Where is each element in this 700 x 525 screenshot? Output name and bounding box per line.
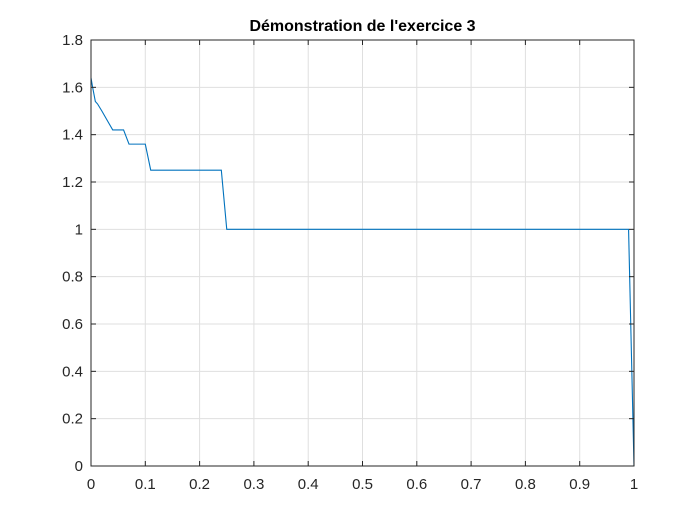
y-tick-label: 1.2 <box>62 174 83 191</box>
y-tick-label: 1.6 <box>62 79 83 96</box>
x-tick-label: 0.7 <box>461 476 482 493</box>
x-tick-label: 0.1 <box>135 476 156 493</box>
y-tick-label: 0 <box>75 458 83 475</box>
x-tick-label: 0.2 <box>189 476 210 493</box>
ticks <box>90 39 635 467</box>
y-tick-label: 1.4 <box>62 127 83 144</box>
y-tick-label: 1.8 <box>62 32 83 49</box>
y-tick-label: 0.6 <box>62 316 83 333</box>
x-tick-label: 0.8 <box>515 476 536 493</box>
y-tick-label: 0.4 <box>62 363 83 380</box>
x-tick-label: 0.6 <box>406 476 427 493</box>
x-tick-label: 0 <box>87 476 95 493</box>
y-tick-label: 0.2 <box>62 411 83 428</box>
x-tick-label: 0.3 <box>243 476 264 493</box>
y-tick-label: 0.8 <box>62 269 83 286</box>
x-tick-label: 0.4 <box>298 476 319 493</box>
chart-title: Démonstration de l'exercice 3 <box>249 18 475 35</box>
series-layer <box>90 77 635 467</box>
x-tick-label: 0.5 <box>352 476 373 493</box>
tick-labels: 0 0.1 0.2 0.3 0.4 0.5 0.6 0.7 0.8 0.9 1 0 0.2 0.4 0.6 0… <box>62 32 638 493</box>
y-tick-label: 1 <box>75 221 83 238</box>
x-tick-label: 0.9 <box>569 476 590 493</box>
x-tick-label: 1 <box>630 476 638 493</box>
series-line <box>90 77 635 467</box>
